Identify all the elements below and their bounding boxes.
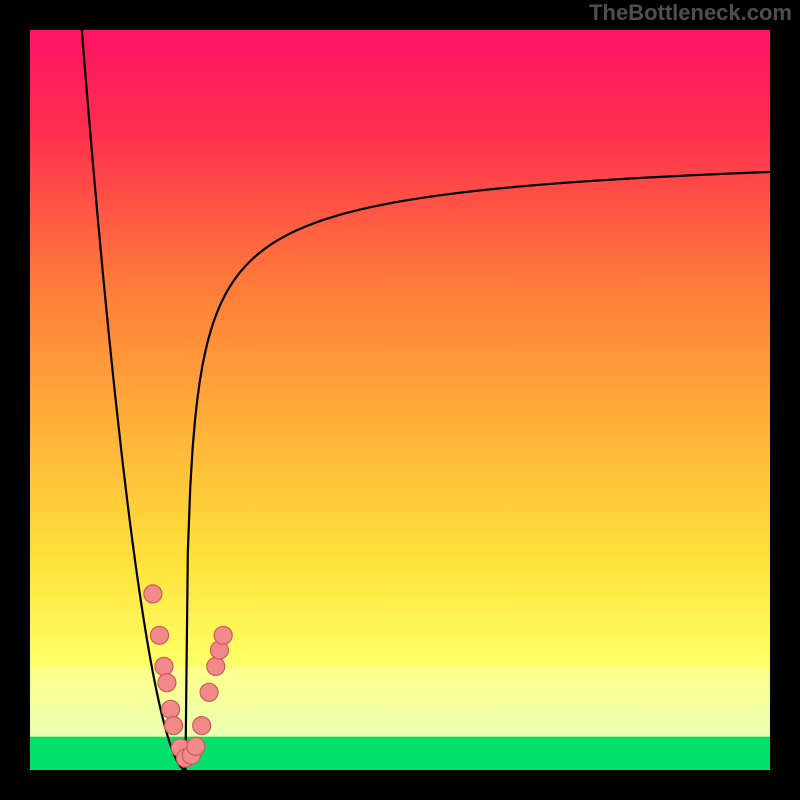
watermark-text: TheBottleneck.com [589, 0, 792, 26]
pale-band [30, 666, 770, 736]
data-marker [193, 717, 211, 735]
plot-area [30, 30, 770, 770]
data-marker [162, 700, 180, 718]
chart-overlay-svg [30, 30, 770, 770]
data-marker [187, 737, 205, 755]
data-marker [155, 657, 173, 675]
chart-frame [30, 30, 770, 770]
data-marker [207, 657, 225, 675]
data-marker [200, 683, 218, 701]
data-marker [158, 674, 176, 692]
data-marker [214, 626, 232, 644]
data-marker [144, 585, 162, 603]
green-band [30, 737, 770, 770]
data-marker [165, 717, 183, 735]
data-marker [151, 626, 169, 644]
bottleneck-curve [82, 30, 770, 770]
